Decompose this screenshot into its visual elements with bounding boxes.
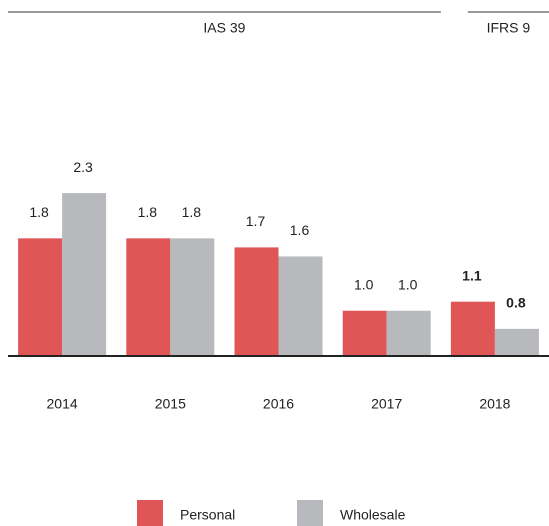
period-label: IAS 39 bbox=[203, 20, 245, 36]
x-tick-label: 2017 bbox=[371, 396, 402, 412]
period-label: IFRS 9 bbox=[487, 20, 531, 36]
bar bbox=[62, 193, 107, 356]
legend-label: Wholesale bbox=[340, 507, 406, 523]
x-tick-label: 2018 bbox=[479, 396, 510, 412]
x-tick-label: 2014 bbox=[47, 396, 78, 412]
bar bbox=[234, 247, 279, 356]
value-label: 1.7 bbox=[246, 213, 266, 229]
value-label: 1.0 bbox=[398, 276, 418, 292]
value-label: 2.3 bbox=[73, 159, 93, 175]
legend-swatch bbox=[297, 500, 323, 526]
bar bbox=[386, 310, 431, 356]
value-label: 1.6 bbox=[290, 222, 310, 238]
value-label: 1.1 bbox=[462, 267, 482, 283]
value-label: 1.8 bbox=[182, 204, 202, 220]
value-label: 1.8 bbox=[138, 204, 158, 220]
x-tick-label: 2015 bbox=[155, 396, 186, 412]
x-tick-label: 2016 bbox=[263, 396, 294, 412]
bar bbox=[450, 301, 495, 356]
bar bbox=[126, 238, 171, 356]
legend-swatch bbox=[137, 500, 163, 526]
bar bbox=[494, 328, 539, 356]
value-label: 0.8 bbox=[506, 295, 526, 311]
bar bbox=[342, 310, 387, 356]
bar bbox=[170, 238, 215, 356]
legend-label: Personal bbox=[180, 507, 235, 523]
bar bbox=[278, 256, 323, 356]
value-label: 1.8 bbox=[29, 204, 49, 220]
bar bbox=[18, 238, 63, 356]
value-label: 1.0 bbox=[354, 276, 374, 292]
